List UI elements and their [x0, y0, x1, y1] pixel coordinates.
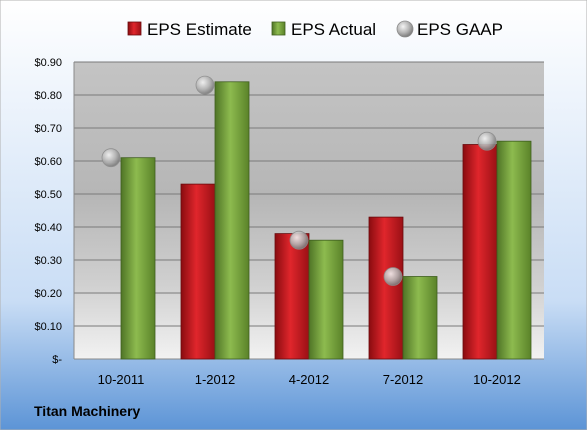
x-tick-label: 10-2011 — [98, 372, 145, 387]
eps-gaap-marker — [477, 131, 497, 151]
y-tick-label: $0.80 — [34, 90, 62, 102]
company-name: Titan Machinery — [34, 403, 141, 419]
eps-actual-bar — [120, 157, 156, 360]
y-tick-label: $0.10 — [34, 321, 62, 333]
eps-gaap-marker — [101, 148, 121, 168]
y-tick-label: $0.30 — [34, 255, 62, 267]
legend-gaap-swatch — [396, 20, 414, 38]
legend-actual-swatch — [271, 21, 286, 36]
x-tick-label: 1-2012 — [195, 372, 235, 387]
y-tick-label: $0.70 — [34, 123, 62, 135]
y-tick-label: $0.20 — [34, 288, 62, 300]
y-tick-label: $0.50 — [34, 189, 62, 201]
gaap-markers — [101, 75, 497, 286]
legend-label: EPS Actual — [291, 20, 376, 39]
y-tick-label: $0.60 — [34, 156, 62, 168]
legend-label: EPS Estimate — [147, 20, 252, 39]
eps-actual-bar — [402, 276, 438, 360]
x-axis: 10-2011 1-2012 4-2012 7-2012 10-2012 — [98, 372, 521, 387]
y-tick-label: $0.40 — [34, 222, 62, 234]
legend-estimate-swatch — [127, 21, 142, 36]
bars — [120, 81, 532, 360]
y-axis: $- $0.10 $0.20 $0.30 $0.40 $0.50 $0.60 $0.70 $0.… — [34, 57, 75, 366]
y-tick-label: $- — [52, 354, 62, 366]
eps-estimate-bar — [462, 144, 498, 360]
eps-actual-bar — [214, 81, 250, 360]
eps-actual-bar — [308, 239, 344, 360]
legend: EPS Estimate EPS Actual EPS GAAP — [127, 20, 503, 39]
x-tick-label: 4-2012 — [289, 372, 329, 387]
y-tick-label: $0.90 — [34, 57, 62, 69]
eps-gaap-marker — [289, 230, 309, 250]
eps-estimate-bar — [274, 233, 310, 360]
x-tick-label: 7-2012 — [383, 372, 423, 387]
eps-actual-bar — [496, 140, 532, 360]
x-tick-label: 10-2012 — [473, 372, 521, 387]
eps-gaap-marker — [195, 75, 215, 95]
eps-estimate-bar — [180, 183, 216, 360]
eps-gaap-marker — [383, 267, 403, 286]
eps-estimate-bar — [368, 216, 404, 360]
legend-label: EPS GAAP — [417, 20, 503, 39]
